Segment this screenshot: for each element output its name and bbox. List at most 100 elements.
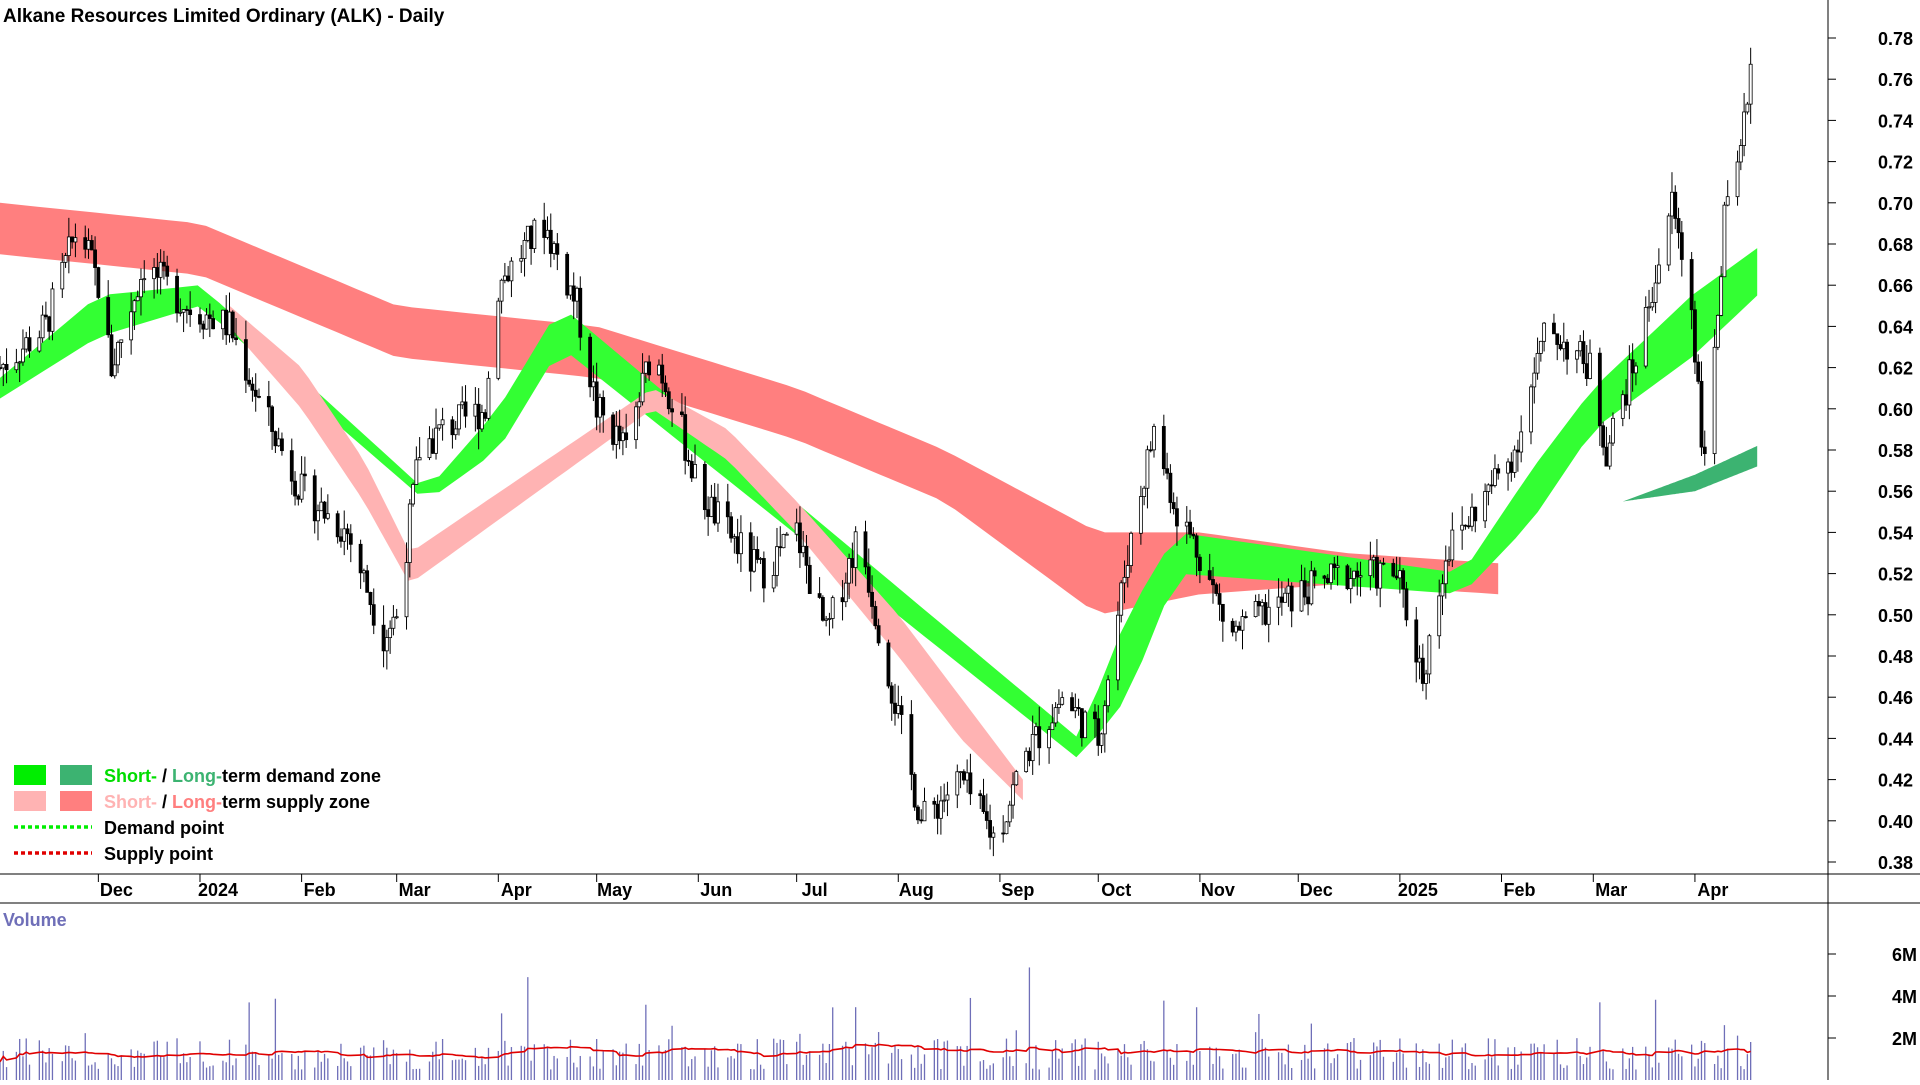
candle-body: [1129, 532, 1133, 566]
candle-body: [958, 771, 963, 774]
candle-body: [968, 772, 973, 795]
candle-body: [1004, 821, 1009, 835]
candle-body: [1243, 616, 1248, 618]
candle-body: [368, 591, 373, 606]
candle-body: [532, 219, 537, 250]
candle-body: [1027, 750, 1032, 762]
candle-body: [17, 361, 22, 364]
candle-body: [1529, 386, 1533, 433]
candle-body: [863, 531, 868, 568]
candle-body: [40, 314, 45, 339]
candle-body: [1561, 341, 1566, 350]
candle-body: [211, 318, 215, 330]
candle-body: [1358, 575, 1363, 578]
candle-body: [1096, 718, 1101, 746]
price-tick-label: 0.56: [1878, 482, 1913, 502]
candle-body: [473, 403, 478, 417]
candle-body: [253, 389, 258, 397]
candle-body: [1171, 502, 1176, 510]
candle-body: [1725, 196, 1730, 206]
candle-body: [276, 438, 281, 447]
candle-body: [1230, 620, 1235, 633]
candle-body: [909, 714, 914, 775]
candle-body: [1073, 707, 1078, 712]
candle-body: [339, 536, 343, 542]
candle-body: [1283, 592, 1288, 603]
candle-body: [165, 265, 170, 277]
candle-body: [463, 401, 468, 417]
candle-body: [1424, 673, 1428, 684]
candle-body: [702, 464, 707, 511]
candle-body: [529, 225, 533, 250]
candle-body: [1060, 697, 1065, 705]
date-tick-label: Sep: [1001, 880, 1034, 900]
candle-body: [1496, 468, 1501, 474]
candle-body: [1076, 707, 1081, 710]
candle-body: [1234, 625, 1238, 633]
candle-body: [1604, 446, 1609, 467]
candle-body: [1306, 596, 1310, 605]
candle-body: [1738, 145, 1743, 163]
legend-text: Demand point: [104, 818, 224, 838]
candle-body: [273, 431, 278, 447]
candle-body: [112, 364, 117, 377]
candle-body: [27, 337, 32, 352]
candle-body: [66, 236, 71, 256]
price-tick-label: 0.68: [1878, 235, 1913, 255]
date-tick-label: 2024: [198, 880, 238, 900]
candle-body: [1001, 832, 1006, 835]
candle-body: [1057, 703, 1061, 709]
candle-body: [394, 616, 399, 619]
candle-body: [1558, 344, 1563, 350]
candle-body: [1489, 484, 1494, 487]
candle-body: [1299, 580, 1304, 612]
candle-body: [1653, 282, 1658, 303]
candle-body: [63, 255, 68, 263]
candle-body: [280, 438, 284, 452]
candle-body: [1450, 529, 1455, 561]
candle-body: [801, 545, 806, 554]
candle-body: [1624, 394, 1628, 406]
price-tick-label: 0.72: [1878, 153, 1913, 173]
candle-body: [1620, 394, 1625, 419]
candle-body: [778, 546, 783, 549]
candle-body: [1329, 563, 1333, 584]
candle-body: [60, 261, 65, 290]
candle-body: [1302, 580, 1307, 598]
candle-body: [739, 532, 743, 555]
candle-body: [1371, 556, 1376, 561]
price-tick-label: 0.42: [1878, 771, 1913, 791]
candle-body: [817, 593, 822, 598]
candle-body: [1427, 635, 1432, 675]
candle-body: [1391, 562, 1396, 577]
price-tick-label: 0.46: [1878, 688, 1913, 708]
candle-body: [296, 495, 301, 500]
legend-text: Short- / Long-term demand zone: [104, 766, 381, 786]
candle-body: [1289, 585, 1294, 612]
date-tick-label: Jul: [802, 880, 828, 900]
candle-body: [1093, 711, 1097, 720]
candle-body: [552, 243, 556, 254]
candle-body: [1673, 191, 1678, 219]
candle-body: [1014, 771, 1019, 786]
candle-body: [1122, 576, 1127, 584]
candle-body: [1266, 606, 1271, 625]
candle-body: [201, 323, 206, 330]
candle-body: [486, 377, 491, 419]
candle-body: [155, 267, 160, 278]
candle-body: [571, 285, 576, 302]
candle-body: [732, 536, 737, 539]
price-tick-label: 0.40: [1878, 812, 1913, 832]
volume-tick-label: 2M: [1892, 1029, 1917, 1049]
candle-body: [830, 597, 835, 619]
candle-body: [1394, 575, 1399, 579]
candle-body: [1165, 468, 1170, 474]
candle-body: [440, 419, 445, 426]
candle-body: [1532, 372, 1537, 388]
volume-tick-label: 4M: [1892, 987, 1917, 1007]
candle-body: [407, 503, 412, 563]
candle-body: [984, 811, 989, 821]
candle-body: [325, 513, 330, 519]
candle-body: [96, 267, 101, 298]
